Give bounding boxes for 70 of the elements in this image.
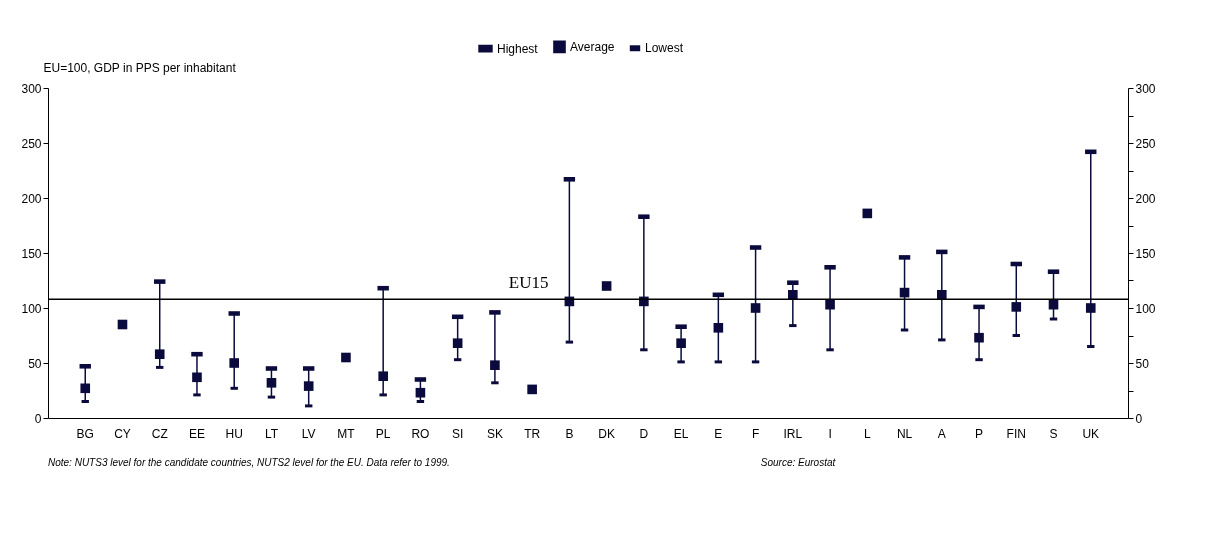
x-tick-label: CY xyxy=(114,426,131,441)
legend-label: Lowest xyxy=(645,41,684,56)
x-tick-label: FIN xyxy=(1006,426,1026,441)
x-tick-label: BG xyxy=(76,426,94,441)
y2-tick-label: 250 xyxy=(1135,136,1156,151)
legend-label: Highest xyxy=(497,41,539,56)
x-tick-label: EE xyxy=(188,426,205,441)
x-tick-label: IRL xyxy=(783,426,803,441)
x-tick-label: SI xyxy=(451,426,464,441)
x-tick-label: S xyxy=(1049,426,1058,441)
x-tick-label: TR xyxy=(524,426,541,441)
point xyxy=(750,303,761,313)
y2-tick-label: 50 xyxy=(1135,356,1150,371)
point xyxy=(229,358,240,368)
y2-tick-label: 100 xyxy=(1135,301,1156,316)
x-tick-label: DK xyxy=(598,426,615,441)
point xyxy=(266,377,277,388)
y-axis-title: EU=100, GDP in PPS per inhabitant xyxy=(43,60,237,75)
x-tick-label: CZ xyxy=(151,426,168,441)
y-tick-label: 150 xyxy=(21,246,42,261)
text: Note: NUTS3 level for the candidate countries, NUTS2 level for the EU. Data refer to 1999. xyxy=(48,457,450,468)
x-tick-label: LV xyxy=(301,426,316,441)
point xyxy=(974,332,984,343)
point xyxy=(80,383,91,394)
point xyxy=(452,338,463,349)
x-tick-label: B xyxy=(565,426,574,441)
x-tick-label: D xyxy=(639,426,649,441)
x-tick-label: P xyxy=(975,426,984,441)
point xyxy=(192,372,202,383)
point xyxy=(341,352,351,363)
x-tick-label: MT xyxy=(337,426,356,441)
point xyxy=(415,387,426,398)
x-tick-label: L xyxy=(863,426,871,441)
point xyxy=(527,384,537,395)
point xyxy=(378,371,388,382)
point xyxy=(1048,299,1059,310)
y-tick-label: 200 xyxy=(21,191,42,206)
x-tick-label: PL xyxy=(375,426,391,441)
x-tick-label: NL xyxy=(896,426,913,441)
x-tick-label: UK xyxy=(1082,426,1100,441)
y-tick-label: 250 xyxy=(21,136,42,151)
x-tick-label: EL xyxy=(673,426,689,441)
x-tick-label: F xyxy=(751,426,760,441)
x-tick-label: E xyxy=(714,426,723,441)
y-tick-label: 100 xyxy=(21,301,42,316)
source-note: Source: Eurostat xyxy=(760,457,837,468)
y2-tick-label: 300 xyxy=(1135,81,1156,96)
x-tick-label: I xyxy=(828,426,832,441)
x-tick-label: RO xyxy=(411,426,430,441)
point xyxy=(490,360,500,371)
y2-tick-label: 200 xyxy=(1135,191,1156,206)
legend-label: Average xyxy=(570,39,615,54)
point xyxy=(825,299,835,310)
point xyxy=(154,349,165,360)
point xyxy=(601,281,612,291)
x-tick-label: SK xyxy=(486,426,503,441)
y-tick-label: 0 xyxy=(34,411,42,426)
point xyxy=(1085,303,1096,313)
y-tick-label: 300 xyxy=(21,81,42,96)
x-tick-label: A xyxy=(937,426,946,441)
y-tick-label: 50 xyxy=(28,356,42,371)
x-tick-label: HU xyxy=(225,426,243,441)
point xyxy=(676,338,686,349)
point xyxy=(713,322,724,333)
point xyxy=(1011,302,1022,312)
y2-tick-label: 0 xyxy=(1135,411,1143,426)
x-tick-label: LT xyxy=(264,426,279,441)
y2-tick-label: 150 xyxy=(1135,246,1156,261)
ref-line-label: EU15 xyxy=(508,273,549,293)
point xyxy=(303,381,314,391)
